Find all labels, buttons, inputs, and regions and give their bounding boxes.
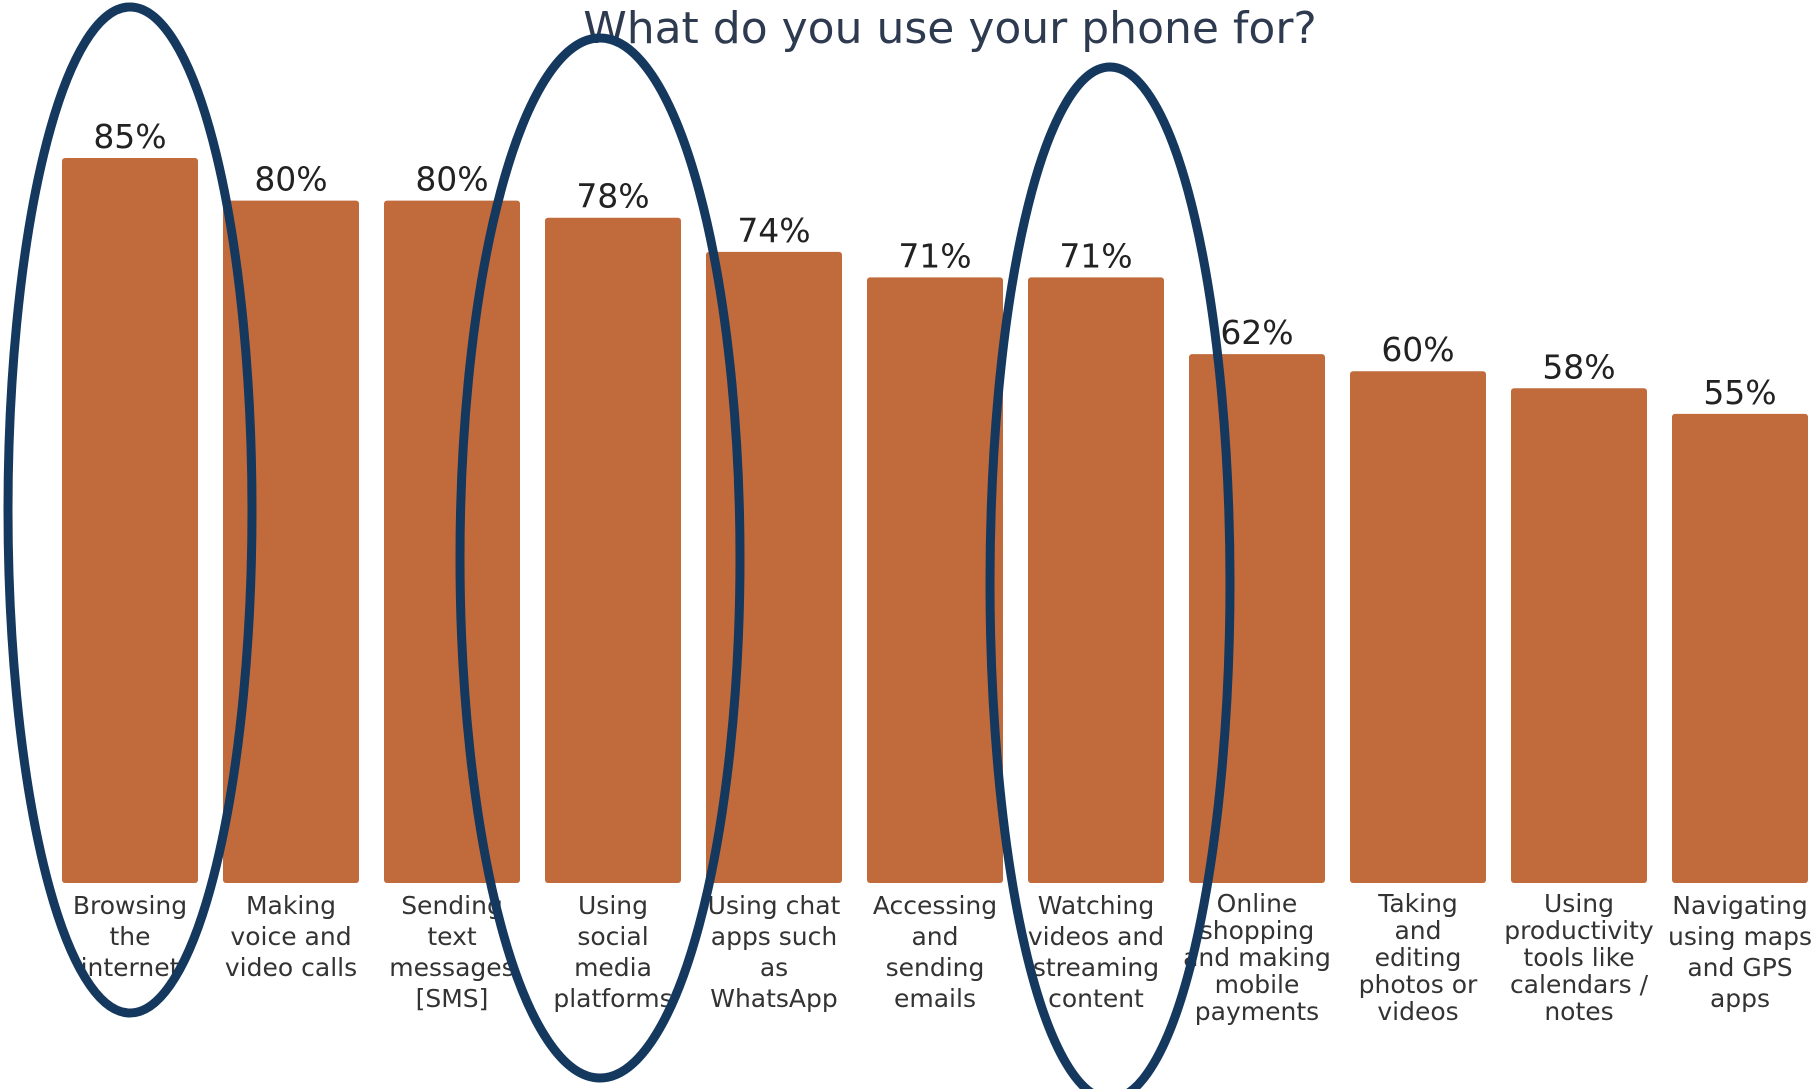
bar bbox=[223, 200, 359, 883]
category-label: Accessing and sending emails bbox=[873, 891, 997, 1013]
bar-value-label: 71% bbox=[1059, 236, 1132, 275]
highlight-ellipse bbox=[985, 62, 1235, 1089]
category-labels-group: Browsing the internet Making voice and video … bbox=[73, 889, 1812, 1026]
category-label-line: [SMS] bbox=[416, 984, 489, 1013]
category-label-line: Watching bbox=[1038, 891, 1155, 920]
highlight-ellipse bbox=[455, 33, 745, 1083]
category-label-line: calendars / bbox=[1510, 970, 1649, 999]
bar-value-label: 71% bbox=[898, 236, 971, 275]
chart-title: What do you use your phone for? bbox=[583, 3, 1317, 54]
bar-value-label: 62% bbox=[1220, 313, 1293, 352]
bar bbox=[384, 200, 520, 883]
bar bbox=[1028, 277, 1164, 884]
bar-value-label: 58% bbox=[1542, 347, 1615, 386]
category-label-line: Making bbox=[246, 891, 336, 920]
category-label: Using productivity tools like calendars / no… bbox=[1504, 889, 1654, 1026]
category-label-line: voice and bbox=[230, 922, 351, 951]
category-label: Making voice and video calls bbox=[225, 891, 357, 982]
category-label-line: Using bbox=[1544, 889, 1614, 918]
category-label-line: Using chat bbox=[708, 891, 841, 920]
category-label-line: shopping bbox=[1200, 916, 1315, 945]
category-label-line: WhatsApp bbox=[710, 984, 838, 1013]
category-label-line: video calls bbox=[225, 953, 357, 982]
highlight-ellipse bbox=[3, 2, 257, 1018]
category-label: Sending text messages [SMS] bbox=[389, 891, 514, 1013]
category-label-line: videos bbox=[1377, 997, 1458, 1026]
category-label: Online shopping and making mobile payments bbox=[1183, 889, 1331, 1026]
category-label-line: apps bbox=[1710, 984, 1770, 1013]
bar-value-label: 85% bbox=[93, 117, 166, 156]
category-label-line: payments bbox=[1195, 997, 1319, 1026]
bar-value-label: 80% bbox=[254, 160, 327, 199]
category-label-line: Online bbox=[1217, 889, 1298, 918]
bar-value-label: 78% bbox=[576, 177, 649, 216]
category-label-line: streaming bbox=[1033, 953, 1159, 982]
bar-value-label: 74% bbox=[737, 211, 810, 250]
category-label: Watching videos and streaming content bbox=[1028, 891, 1164, 1013]
category-label: Using chat apps such as WhatsApp bbox=[708, 891, 841, 1013]
category-label-line: editing bbox=[1375, 943, 1462, 972]
category-label-line: and making bbox=[1183, 943, 1331, 972]
category-label-line: internet bbox=[81, 953, 180, 982]
bar bbox=[1672, 413, 1808, 883]
category-label-line: Navigating bbox=[1672, 891, 1807, 920]
bar bbox=[706, 251, 842, 883]
category-label-line: sending bbox=[886, 953, 985, 982]
category-label-line: photos or bbox=[1359, 970, 1478, 999]
category-label-line: Browsing bbox=[73, 891, 187, 920]
bar-value-label: 60% bbox=[1381, 330, 1454, 369]
category-label-line: text bbox=[427, 922, 477, 951]
value-labels-group: 85% 80% 80% 78% 74% 71% 71% 62% 60% 58% 55% bbox=[93, 117, 1776, 412]
category-label-line: Accessing bbox=[873, 891, 997, 920]
category-label-line: Using bbox=[578, 891, 648, 920]
category-label-line: and bbox=[911, 922, 958, 951]
bar-value-label: 80% bbox=[415, 160, 488, 199]
category-label-line: content bbox=[1048, 984, 1144, 1013]
category-label-line: notes bbox=[1544, 997, 1613, 1026]
category-label-line: social bbox=[577, 922, 648, 951]
bar bbox=[62, 158, 198, 883]
category-label-line: apps such bbox=[711, 922, 838, 951]
category-label-line: and bbox=[1394, 916, 1441, 945]
category-label-line: and GPS bbox=[1687, 953, 1792, 982]
bar bbox=[545, 217, 681, 884]
bar bbox=[1350, 371, 1486, 883]
bar bbox=[1189, 354, 1325, 883]
bar bbox=[867, 277, 1003, 884]
category-label-line: as bbox=[760, 953, 788, 982]
category-label-line: platforms bbox=[553, 984, 672, 1013]
category-label-line: videos and bbox=[1028, 922, 1164, 951]
category-label: Browsing the internet bbox=[73, 891, 187, 982]
bar-value-label: 55% bbox=[1703, 373, 1776, 412]
category-label-line: the bbox=[109, 922, 150, 951]
category-label-line: Taking bbox=[1377, 889, 1458, 918]
category-label-line: tools like bbox=[1523, 943, 1634, 972]
category-label: Navigating using maps and GPS apps bbox=[1668, 891, 1812, 1013]
category-label-line: emails bbox=[894, 984, 976, 1013]
category-label: Using social media platforms bbox=[553, 891, 672, 1013]
category-label-line: Sending bbox=[401, 891, 503, 920]
category-label-line: productivity bbox=[1504, 916, 1654, 945]
highlight-ellipses-group bbox=[3, 2, 1235, 1089]
bar bbox=[1511, 388, 1647, 883]
category-label-line: using maps bbox=[1668, 922, 1812, 951]
category-label-line: media bbox=[574, 953, 652, 982]
category-label: Taking and editing photos or videos bbox=[1359, 889, 1478, 1026]
category-label-line: messages bbox=[389, 953, 514, 982]
category-label-line: mobile bbox=[1215, 970, 1300, 999]
